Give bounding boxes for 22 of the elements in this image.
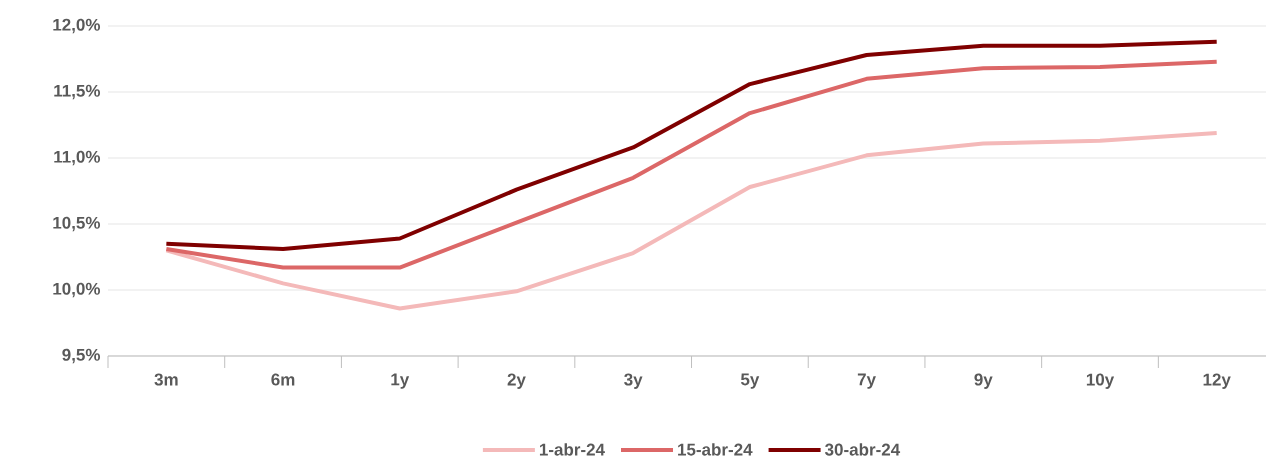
x-tick-label: 7y <box>857 373 876 389</box>
y-tick-label: 11,5% <box>54 84 101 100</box>
y-tick-label: 9,5% <box>62 348 101 364</box>
x-tick-label: 3y <box>624 373 643 389</box>
x-tick-label: 1y <box>391 373 410 389</box>
legend-label: 30-abr-24 <box>824 443 901 456</box>
x-tick-label: 12y <box>1203 373 1231 389</box>
legend-label: 1-abr-24 <box>539 443 605 456</box>
x-tick-label: 9y <box>974 373 993 389</box>
y-tick-label: 10,5% <box>53 216 101 232</box>
legend-label: 15-abr-24 <box>678 443 753 456</box>
x-tick-label: 2y <box>507 373 526 389</box>
x-tick-label: 3m <box>154 373 178 386</box>
y-tick-label: 12,0% <box>53 18 101 34</box>
line-series <box>164 130 1219 311</box>
line-series <box>164 59 1219 270</box>
x-tick-label: 6m <box>271 373 295 386</box>
line-series <box>164 39 1219 252</box>
x-tick-label: 5y <box>740 373 760 389</box>
y-tick-label: 10,0% <box>53 282 101 298</box>
y-tick-label: 11,0% <box>54 150 101 166</box>
x-tick-label: 10y <box>1086 373 1115 389</box>
